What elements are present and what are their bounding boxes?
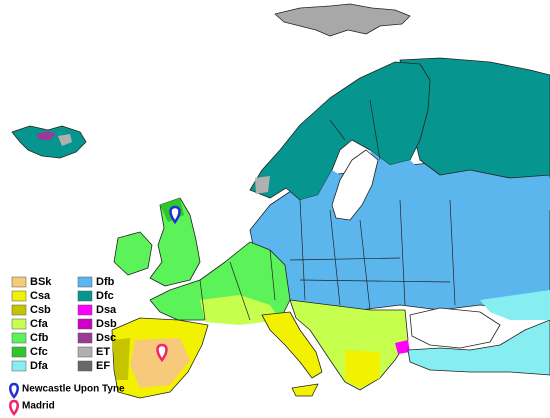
country-borders xyxy=(199,99,456,321)
legend-label: Csb xyxy=(30,304,51,316)
legend-swatch xyxy=(77,290,93,302)
italy xyxy=(261,311,323,379)
anatolia xyxy=(407,319,550,376)
legend-swatch xyxy=(77,332,93,344)
legend-label: Csa xyxy=(30,290,51,302)
map xyxy=(11,3,550,399)
legend-swatch xyxy=(11,290,27,302)
legend-swatch xyxy=(11,346,27,358)
legend-label: Cfb xyxy=(30,332,49,344)
legend-swatch xyxy=(77,276,93,288)
legend-label: ET xyxy=(96,346,110,358)
madrid-pin xyxy=(156,343,168,363)
baltic-sea xyxy=(331,149,379,221)
legend: BSk Csa Csb Cfa Cfb Cfc Dfa Dfb Dfc Dsa Dsb Dsc ET EF… xyxy=(9,276,125,416)
black-sea xyxy=(409,307,501,349)
greece xyxy=(345,350,380,388)
legend-swatch xyxy=(11,318,27,330)
legend-label: Dsc xyxy=(96,332,116,344)
legend-label: BSk xyxy=(30,276,52,288)
legend-swatch xyxy=(77,346,93,358)
legend-label: Dsa xyxy=(96,304,117,316)
legend-pin xyxy=(9,382,19,399)
dsa-patch xyxy=(395,340,410,354)
sicily xyxy=(291,383,319,397)
portugal-csb xyxy=(112,338,130,380)
ireland xyxy=(113,231,153,276)
legend-label: Dfa xyxy=(30,360,49,372)
steppe-dfa xyxy=(480,290,550,320)
map-pins xyxy=(156,205,181,363)
legend-label: Dsb xyxy=(96,318,117,330)
newcastle-pin xyxy=(169,205,181,225)
iceland-et xyxy=(58,134,72,146)
legend-label: Dfb xyxy=(96,276,115,288)
iceland xyxy=(11,125,87,159)
sweden-south xyxy=(300,170,340,210)
southern-france xyxy=(200,295,280,325)
finland-south xyxy=(370,150,550,210)
svalbard xyxy=(274,3,411,37)
legend-pin xyxy=(9,399,19,416)
legend-swatch xyxy=(11,332,27,344)
legend-marker-label: Madrid xyxy=(22,401,55,412)
legend-swatch xyxy=(11,360,27,372)
great-britain xyxy=(149,197,201,287)
norway-et xyxy=(255,176,270,194)
legend-swatch xyxy=(77,360,93,372)
russia-north xyxy=(399,57,550,179)
legend-label: Dfc xyxy=(96,290,114,302)
legend-swatch xyxy=(11,276,27,288)
legend-label: Cfa xyxy=(30,318,49,330)
legend-marker-label: Newcastle Upon Tyne xyxy=(22,384,125,395)
legend-swatch xyxy=(77,304,93,316)
legend-swatch xyxy=(77,318,93,330)
legend-label: Cfc xyxy=(30,346,48,358)
legend-label: EF xyxy=(96,360,110,372)
iceland-dsc xyxy=(36,131,56,140)
legend-swatch xyxy=(11,304,27,316)
iberia-bsk xyxy=(130,338,190,388)
